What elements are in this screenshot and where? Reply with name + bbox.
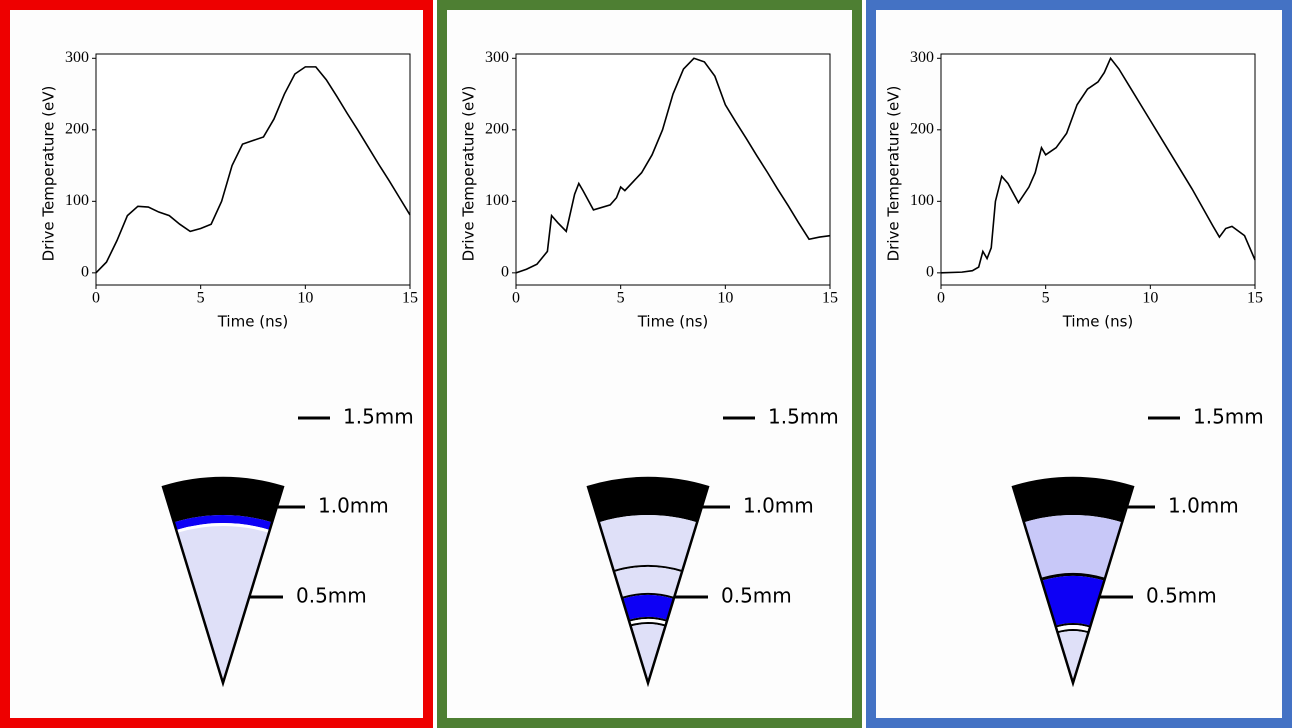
wedge-outline [1011, 476, 1135, 688]
wedge-layer [598, 515, 698, 571]
wedge-layer [176, 522, 270, 533]
x-tick-label: 15 [1247, 290, 1263, 307]
x-axis-label: Time (ns) [637, 313, 709, 331]
x-tick-label: 0 [937, 290, 945, 307]
plot-area [95, 53, 411, 286]
wedge-layer [163, 477, 283, 523]
wedge-layer [173, 515, 273, 530]
x-tick-label: 5 [1042, 290, 1050, 307]
wedge-layer [621, 593, 675, 599]
y-axis-label: Drive Temperature (eV) [885, 86, 903, 262]
y-tick-label: 0 [501, 264, 509, 281]
y-tick-label: 300 [65, 49, 89, 66]
wedge-layer [628, 617, 668, 622]
scale-label: 1.5mm [768, 405, 839, 429]
wedge-layer [1013, 477, 1133, 523]
y-tick-label: 0 [926, 264, 934, 281]
y-tick-label: 0 [81, 264, 89, 281]
wedge-layer [614, 567, 682, 597]
wedge-layer [613, 565, 683, 573]
scale-label: 1.5mm [1193, 405, 1264, 429]
y-tick-label: 100 [65, 192, 89, 209]
x-tick-label: 15 [822, 290, 838, 307]
y-tick-label: 200 [485, 120, 509, 137]
wedge-layer [630, 624, 666, 683]
x-tick-label: 0 [512, 290, 520, 307]
x-tick-label: 10 [1142, 290, 1158, 307]
wedge-outline [586, 476, 710, 688]
scale-label: 1.0mm [743, 494, 814, 518]
y-tick-label: 100 [910, 192, 934, 209]
x-tick-label: 10 [717, 290, 733, 307]
y-tick-label: 300 [485, 49, 509, 66]
wedge-layer [622, 595, 674, 620]
x-tick-label: 0 [92, 290, 100, 307]
wedge-layer [177, 526, 269, 683]
scale-label: 1.0mm [1168, 494, 1239, 518]
wedge-layer [588, 477, 708, 523]
scale-label: 0.5mm [1146, 584, 1217, 608]
wedge-layer [630, 622, 666, 627]
wedge-layer [1023, 515, 1123, 578]
line [940, 56, 1256, 274]
wedge-layer [1040, 573, 1106, 581]
wedge-layer [629, 619, 667, 625]
plot-area [940, 53, 1256, 286]
y-axis-label: Drive Temperature (eV) [40, 86, 58, 262]
y-tick-label: 300 [910, 49, 934, 66]
x-axis-label: Time (ns) [217, 313, 289, 331]
wedge-outline [161, 476, 285, 688]
wedge-layer [1056, 624, 1090, 632]
y-tick-label: 200 [65, 120, 89, 137]
x-tick-label: 5 [617, 290, 625, 307]
y-axis-label: Drive Temperature (eV) [460, 86, 478, 262]
scale-label: 1.0mm [318, 494, 389, 518]
scale-label: 0.5mm [721, 584, 792, 608]
wedge-layer [1041, 576, 1105, 626]
scale-label: 1.5mm [343, 405, 414, 429]
wedge-layer [1057, 628, 1089, 634]
line [515, 57, 831, 274]
x-axis-label: Time (ns) [1062, 313, 1134, 331]
x-tick-label: 10 [297, 290, 313, 307]
x-tick-label: 15 [402, 290, 418, 307]
y-tick-label: 100 [485, 192, 509, 209]
wedge-layer [1055, 622, 1091, 628]
scale-label: 0.5mm [296, 584, 367, 608]
wedge-layer [1057, 631, 1089, 683]
y-tick-label: 200 [910, 120, 934, 137]
x-tick-label: 5 [197, 290, 205, 307]
line [95, 66, 411, 274]
plot-area [515, 53, 831, 286]
